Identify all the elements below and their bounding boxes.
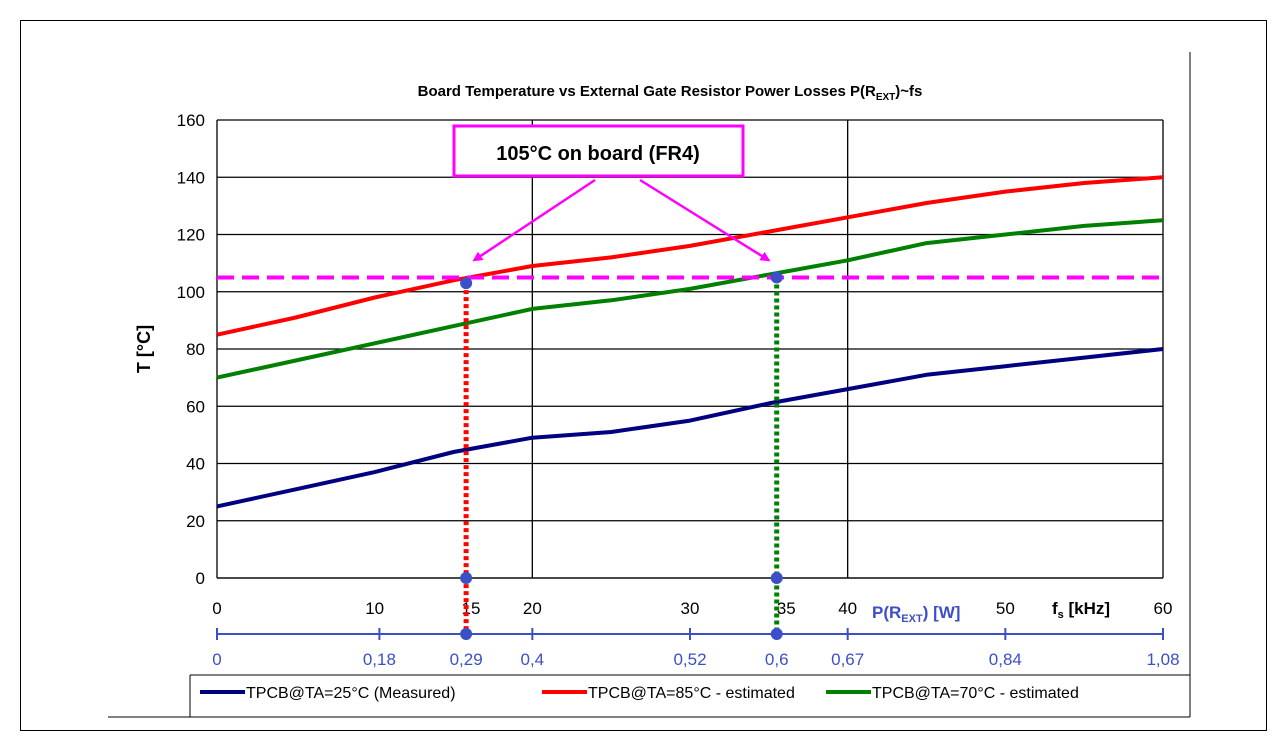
power-tick-label: 0,6 [765, 650, 789, 669]
x-tick-label: 60 [1154, 599, 1173, 618]
x-tick-label: 0 [212, 599, 221, 618]
power-tick-label: 0,4 [521, 650, 545, 669]
x-tick-label: 50 [996, 599, 1015, 618]
series-line-3 [216, 218, 1164, 380]
x-tick-label: 40 [838, 599, 857, 618]
marker-top [460, 277, 473, 290]
y-tick-label: 120 [177, 226, 205, 245]
power-tick-label: 0,84 [989, 650, 1022, 669]
power-label-tail: ) [W] [923, 603, 961, 622]
y-axis-label: T [°C] [134, 325, 154, 373]
annotation-box [452, 124, 745, 178]
series-line-2 [216, 175, 1164, 337]
annotation-arrow-left [472, 178, 596, 262]
y-tick-label: 20 [186, 512, 205, 531]
x-tick-label: 30 [681, 599, 700, 618]
y-tick-label: 140 [177, 168, 205, 187]
annotation-text: 105°C on board (FR4) [496, 143, 700, 165]
power-tick-label: 0 [212, 650, 221, 669]
legend-label-2: TPCB@TA=85°C - estimated [588, 685, 795, 702]
series-line-1 [216, 347, 1164, 509]
y-tick-label: 80 [186, 340, 205, 359]
legend-label-1: TPCB@TA=25°C (Measured) [246, 685, 456, 702]
power-axis-label: P(REXT) [W] [872, 603, 960, 625]
power-tick-label: 0,52 [673, 650, 706, 669]
chart-frame [20, 20, 1267, 731]
y-tick-label: 160 [177, 111, 205, 130]
x-tick-label: 20 [523, 599, 542, 618]
x-axis-label: fs [kHz] [1052, 599, 1110, 621]
marker-top [770, 271, 783, 284]
marker-axis [770, 572, 783, 584]
x-tick-label: 35 [777, 599, 796, 618]
power-tick-label: 0,29 [450, 650, 483, 669]
power-tick-label: 0,67 [831, 650, 864, 669]
legend-label-3: TPCB@TA=70°C - estimated [872, 685, 1079, 702]
x-label-subscript: s [1058, 609, 1064, 621]
power-label-subscript: EXT [901, 613, 923, 625]
title-subscript: EXT [876, 92, 895, 103]
power-tick-label: 1,08 [1146, 650, 1179, 669]
marker-axis [460, 572, 473, 584]
chart-title: Board Temperature vs External Gate Resis… [418, 83, 923, 103]
y-tick-label: 40 [186, 455, 205, 474]
x-tick-label: 10 [365, 599, 384, 618]
y-tick-label: 0 [196, 569, 205, 588]
title-tail: )~fs [895, 83, 922, 100]
annotation-arrow-right [639, 178, 771, 262]
y-tick-label: 60 [186, 397, 205, 416]
y-tick-label: 100 [177, 283, 205, 302]
power-tick-label: 0,18 [363, 650, 396, 669]
x-label-tail: [kHz] [1064, 599, 1110, 618]
